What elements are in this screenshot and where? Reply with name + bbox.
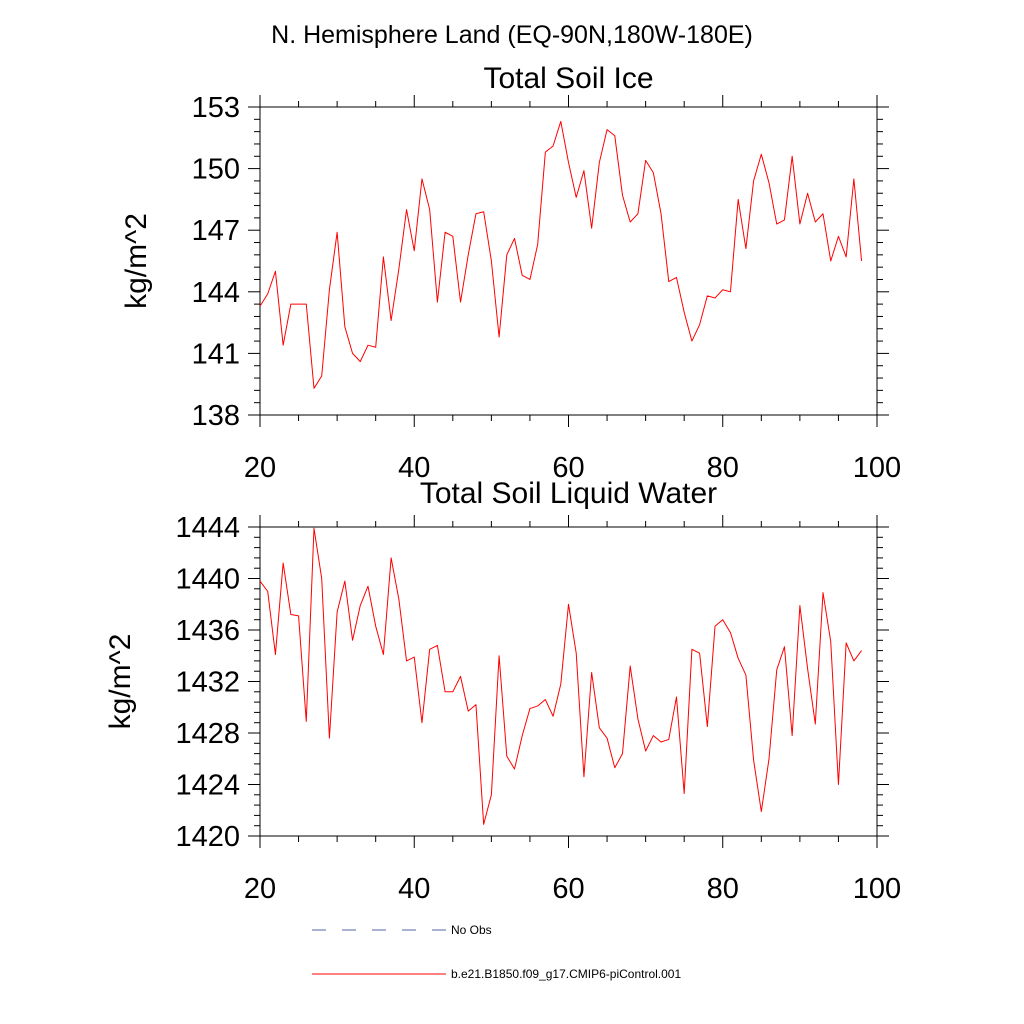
x-tick-label: 60 <box>552 452 584 484</box>
y-tick-label: 147 <box>192 215 240 247</box>
y-tick-label: 138 <box>192 400 240 432</box>
y-tick-label: 144 <box>192 277 240 309</box>
x-tick-label: 20 <box>244 873 276 905</box>
panel-total-soil-ice: Total Soil Ice kg/m^2 20 40 60 80 100 138 141 144… <box>120 62 901 484</box>
x-tick-label: 80 <box>707 452 739 484</box>
legend-obs-label: No Obs <box>451 923 492 937</box>
y-tick-label: 153 <box>192 92 240 124</box>
x-tick-label: 80 <box>707 873 739 905</box>
x-tick-label: 40 <box>398 873 430 905</box>
x-tick-label: 60 <box>552 873 584 905</box>
y-tick-label: 1420 <box>175 821 240 853</box>
panel-total-soil-liquid-water: Total Soil Liquid Water kg/m^2 20 40 60 80 100… <box>104 477 901 905</box>
chart-title: Total Soil Liquid Water <box>420 477 717 510</box>
plot-frame <box>259 526 878 837</box>
series-line <box>259 120 863 389</box>
y-tick-label: 150 <box>192 154 240 186</box>
y-tick-label: 1432 <box>175 667 240 699</box>
plot-frame <box>259 106 878 416</box>
y-axis-label: kg/m^2 <box>120 213 153 309</box>
legend: No Obs b.e21.B1850.f09_g17.CMIP6-piContr… <box>312 923 681 981</box>
page-title: N. Hemisphere Land (EQ-90N,180W-180E) <box>271 21 753 49</box>
x-tick-label: 20 <box>244 452 276 484</box>
chart-title: Total Soil Ice <box>483 62 653 95</box>
x-tick-label: 100 <box>853 452 901 484</box>
y-tick-label: 1424 <box>175 770 240 802</box>
y-tick-label: 1436 <box>175 615 240 647</box>
y-tick-label: 141 <box>192 338 240 370</box>
series-line <box>259 527 862 825</box>
y-tick-label: 1444 <box>175 512 240 544</box>
x-tick-label: 40 <box>398 452 430 484</box>
y-tick-label: 1440 <box>175 564 240 596</box>
y-tick-label: 1428 <box>175 718 240 750</box>
legend-model-label: b.e21.B1850.f09_g17.CMIP6-piControl.001 <box>451 967 681 981</box>
y-axis-label: kg/m^2 <box>104 634 137 730</box>
x-tick-label: 100 <box>853 873 901 905</box>
